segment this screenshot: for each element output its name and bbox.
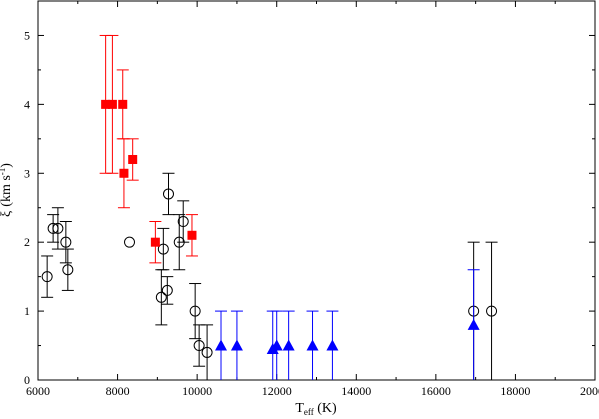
- data-point: [467, 318, 480, 330]
- x-tick-label: 8000: [106, 384, 130, 398]
- y-tick-label: 4: [24, 97, 30, 111]
- data-point: [193, 340, 205, 352]
- y-axis-label-unit-open: (km s: [0, 175, 14, 207]
- y-axis-label-unit-sup: -1: [0, 168, 7, 176]
- x-tick-label: 16000: [421, 384, 451, 398]
- y-tick-label: 3: [24, 166, 30, 180]
- data-point: [52, 222, 64, 234]
- y-tick-label: 0: [24, 373, 30, 387]
- data-point: [62, 264, 74, 276]
- data-point: [161, 284, 173, 296]
- data-point: [201, 346, 213, 358]
- series-filled-triangle: [215, 269, 480, 380]
- data-point: [128, 154, 138, 164]
- data-point: [107, 99, 117, 109]
- data-point: [118, 99, 128, 109]
- x-axis-label: Teff (K): [295, 401, 337, 417]
- x-axis-label-main: T: [295, 401, 304, 416]
- data-point: [157, 243, 169, 255]
- y-axis-label-main: ξ: [0, 211, 14, 217]
- data-point: [60, 236, 72, 248]
- x-tick-label: 14000: [341, 384, 371, 398]
- plot-area-frame: [37, 0, 596, 381]
- data-point: [187, 230, 197, 240]
- y-axis-label-unit-close: ): [0, 163, 14, 168]
- data-point: [306, 339, 319, 351]
- data-point: [486, 305, 498, 317]
- x-axis: 6000 8000 10000 12000 14000 16000 18000 20000: [26, 1, 599, 398]
- y-axis-label: ξ (km s-1): [0, 163, 14, 217]
- x-tick-label: 12000: [262, 384, 292, 398]
- x-tick-label: 18000: [500, 384, 530, 398]
- y-tick-label: 1: [24, 304, 30, 318]
- series-filled-square: [99, 34, 198, 264]
- data-point: [282, 339, 295, 351]
- data-point: [215, 339, 228, 351]
- data-point: [230, 339, 243, 351]
- data-point: [155, 291, 167, 303]
- x-axis-label-unit: (K): [314, 401, 337, 416]
- data-point: [270, 339, 283, 351]
- data-point: [124, 236, 136, 248]
- data-point: [150, 237, 160, 247]
- x-axis-label-sub: eff: [304, 407, 314, 417]
- y-tick-label: 2: [24, 235, 30, 249]
- x-tick-label: 20000: [580, 384, 599, 398]
- y-axis: 0 1 2 3 4 5: [24, 28, 595, 387]
- data-series: [41, 34, 498, 380]
- y-tick-label: 5: [24, 28, 30, 42]
- data-point: [41, 271, 53, 283]
- data-point: [189, 305, 201, 317]
- data-point: [119, 168, 129, 178]
- data-point: [177, 216, 189, 228]
- x-tick-label: 10000: [182, 384, 212, 398]
- x-tick-label: 6000: [26, 384, 50, 398]
- data-point: [101, 99, 111, 109]
- data-point: [326, 339, 339, 351]
- data-point: [162, 188, 174, 200]
